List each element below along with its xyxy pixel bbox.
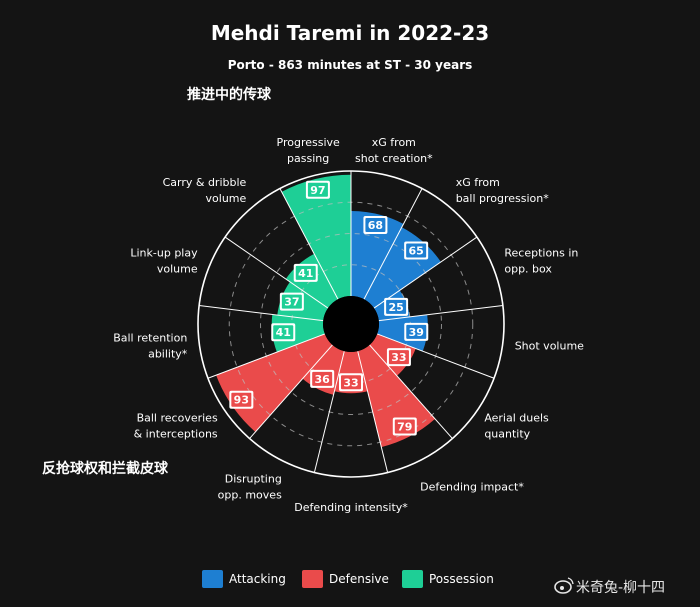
axis-label-progressive-passing: Progressive passing [277, 136, 341, 165]
value-box-fill [394, 419, 415, 434]
value-text: 39 [409, 326, 424, 339]
value-text: 97 [310, 184, 325, 197]
value-box-fill [365, 217, 386, 232]
spoke-4 [378, 305, 503, 322]
value-text: 41 [276, 326, 291, 339]
spoke-13 [279, 188, 339, 300]
value-text: 33 [391, 351, 406, 364]
spoke-9 [249, 344, 333, 439]
legend: Attacking Defensive Possession [202, 570, 494, 588]
spoke-5 [377, 333, 495, 379]
weibo-icon [554, 577, 574, 594]
label-layer: 68 xG from shot creation* 65 xG from ball pro… [113, 136, 584, 514]
value-box-fill [341, 375, 361, 390]
value-box-fill [406, 243, 427, 258]
value-text: 68 [368, 219, 383, 232]
value-box-fill [231, 392, 252, 407]
chart-title: Mehdi Taremi in 2022-23 [211, 21, 489, 45]
value-box-fill [312, 371, 333, 386]
value-text: 65 [408, 244, 423, 257]
axis-label-carry-dribble-volume: Carry & dribble volume [163, 176, 247, 205]
value-label-progressive-passing: 97 [305, 180, 330, 199]
legend-label: Attacking [229, 572, 286, 586]
legend-item-possession: Possession [402, 570, 494, 588]
value-box-fill [295, 265, 316, 280]
axis-label-aerial-duels-quantity: Aerial duels quantity [484, 412, 549, 441]
spoke-11 [199, 305, 324, 322]
axis-label-disrupting-opp-moves: Disrupting opp. moves [218, 472, 282, 501]
value-label-aerial-duels-quantity: 33 [386, 348, 411, 367]
value-text: 36 [315, 373, 331, 386]
center-hole [323, 296, 379, 352]
legend-swatch [402, 570, 423, 588]
legend-item-defensive: Defensive [302, 570, 389, 588]
value-text: 25 [388, 301, 403, 314]
axis-label-defending-intensity: Defending intensity* [294, 501, 408, 514]
value-text: 79 [397, 420, 412, 433]
axis-label-receptions-in-opp-box: Receptions in opp. box [504, 247, 578, 276]
value-label-xg-from-ball-progression: 65 [404, 241, 429, 260]
value-label-disrupting-opp-moves: 36 [310, 369, 335, 388]
watermark: 米奇兔-柳十四 [554, 577, 665, 596]
value-label-ball-recoveries-interceptions: 93 [229, 390, 254, 409]
chart-subtitle: Porto - 863 minutes at ST - 30 years [228, 58, 473, 72]
spoke-6 [369, 344, 453, 439]
value-box-fill [406, 324, 427, 339]
legend-swatch [202, 570, 223, 588]
value-text: 33 [343, 376, 358, 389]
legend-item-attacking: Attacking [202, 570, 286, 588]
value-text: 93 [234, 394, 249, 407]
grid-layer [197, 170, 505, 478]
spoke-2 [363, 188, 423, 300]
value-box-fill [388, 350, 409, 365]
value-label-ball-retention-ability: 41 [271, 323, 296, 342]
axis-label-ball-retention-ability: Ball retention ability* [113, 332, 188, 361]
legend-swatch [302, 570, 323, 588]
wedge-progressive-passing [281, 174, 351, 300]
annotation-possession-cn: 推进中的传球 [187, 86, 272, 103]
axis-label-xg-from-ball-progression: xG from ball progression* [456, 176, 550, 205]
axis-label-defending-impact: Defending impact* [420, 480, 524, 493]
value-label-defending-impact: 79 [392, 417, 417, 436]
axis-label-xg-from-shot-creation: xG from shot creation* [355, 136, 433, 165]
legend-label: Possession [429, 572, 494, 586]
spoke-12 [224, 236, 329, 309]
spoke-10 [207, 333, 325, 379]
spoke-3 [373, 236, 478, 309]
axis-label-shot-volume: Shot volume [515, 340, 584, 353]
value-box-fill [281, 294, 302, 309]
value-label-defending-intensity: 33 [339, 373, 363, 392]
axis-label-ball-recoveries-interceptions: Ball recoveries & interceptions [134, 412, 218, 441]
value-label-carry-dribble-volume: 41 [293, 263, 318, 282]
value-box-fill [386, 299, 407, 314]
value-box-fill [273, 325, 294, 340]
value-text: 41 [298, 267, 313, 280]
value-label-link-up-play-volume: 37 [279, 292, 304, 311]
grid-ring-2 [260, 233, 442, 415]
value-label-receptions-in-opp-box: 25 [384, 297, 409, 316]
annotation-defensive-cn: 反抢球权和拦截皮球 [42, 460, 169, 477]
watermark-text: 米奇兔-柳十四 [576, 579, 665, 596]
spoke-8 [313, 351, 345, 473]
legend-label: Defensive [329, 572, 389, 586]
value-text: 37 [284, 296, 299, 309]
value-label-shot-volume: 39 [404, 322, 429, 341]
value-box-fill [307, 182, 328, 197]
value-label-xg-from-shot-creation: 68 [363, 215, 388, 234]
spoke-7 [357, 351, 389, 473]
axis-label-link-up-play-volume: Link-up play volume [130, 247, 198, 276]
